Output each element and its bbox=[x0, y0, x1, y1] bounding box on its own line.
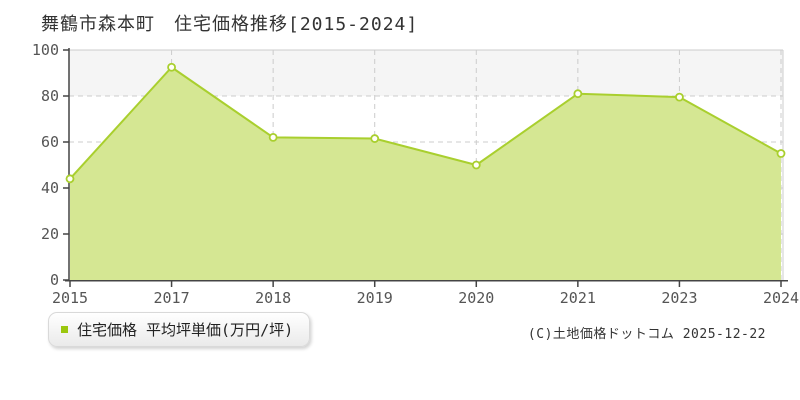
data-point-2021 bbox=[573, 89, 583, 99]
price-trend-area-chart: 0 20 40 60 80 100 2015 2017 2018 2019 2020 2021 2023… bbox=[32, 41, 799, 307]
svg-text:2015: 2015 bbox=[52, 289, 88, 307]
svg-text:2018: 2018 bbox=[255, 289, 291, 307]
legend-series-swatch-icon bbox=[61, 326, 68, 333]
svg-text:2017: 2017 bbox=[154, 289, 190, 307]
svg-text:20: 20 bbox=[41, 225, 59, 243]
data-point-2023 bbox=[675, 92, 684, 102]
data-point-2017 bbox=[167, 62, 176, 72]
chart-title: 舞鶴市森本町 住宅価格推移[2015-2024] bbox=[41, 14, 419, 35]
data-point-2024 bbox=[776, 149, 786, 158]
data-point-2015 bbox=[65, 174, 75, 184]
svg-text:2023: 2023 bbox=[661, 289, 697, 307]
svg-text:2019: 2019 bbox=[357, 289, 393, 307]
svg-text:80: 80 bbox=[41, 87, 59, 105]
copyright-note: (C)土地価格ドットコム 2025-12-22 bbox=[527, 327, 766, 342]
data-point-2020 bbox=[471, 160, 481, 170]
data-point-2019 bbox=[370, 134, 380, 143]
data-point-2018 bbox=[268, 132, 278, 142]
svg-text:2024: 2024 bbox=[763, 289, 799, 307]
svg-text:60: 60 bbox=[41, 133, 59, 151]
chart-legend: 住宅価格 平均坪単価(万円/坪) bbox=[48, 312, 311, 347]
svg-text:2021: 2021 bbox=[560, 289, 596, 307]
svg-text:40: 40 bbox=[41, 179, 59, 197]
svg-text:2020: 2020 bbox=[458, 289, 494, 307]
svg-text:100: 100 bbox=[32, 41, 59, 59]
svg-text:0: 0 bbox=[50, 271, 59, 289]
legend-series-label: 住宅価格 平均坪単価(万円/坪) bbox=[77, 321, 294, 339]
